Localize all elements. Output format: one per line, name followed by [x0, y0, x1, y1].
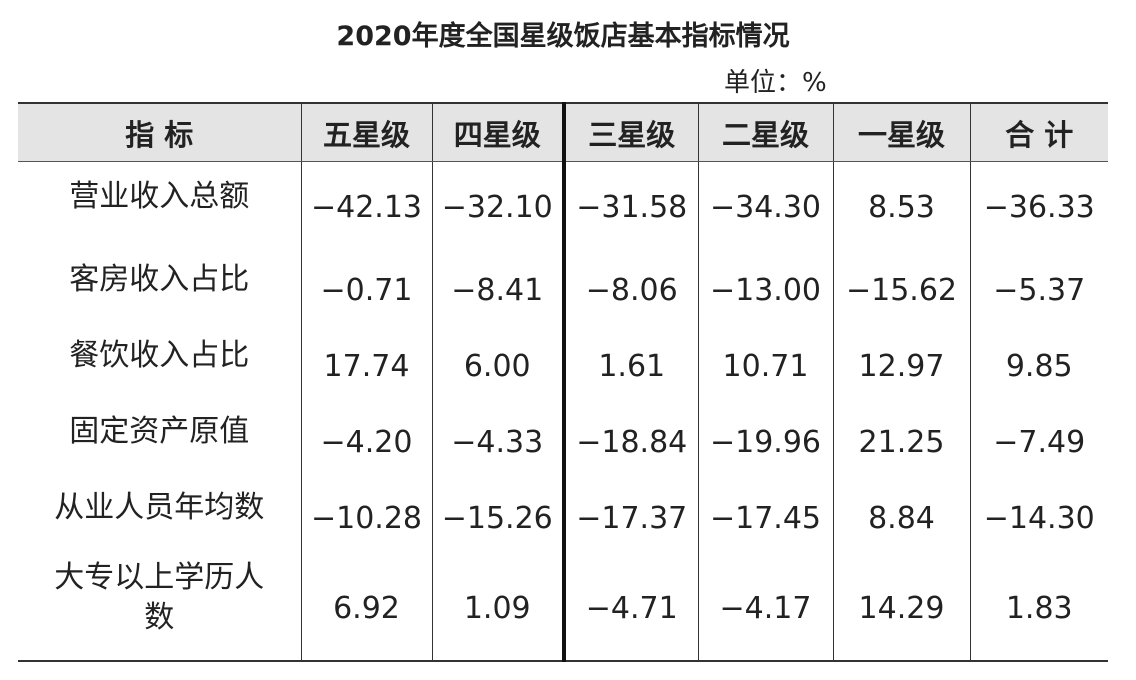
value-cell: −32.10 [431, 161, 565, 252]
value-cell: −0.71 [300, 252, 433, 328]
value-cell: 6.92 [300, 556, 433, 661]
header-cell: 二星级 [697, 103, 834, 162]
value-cell: −10.28 [300, 480, 433, 556]
value-cell: 21.25 [832, 404, 971, 480]
row-label-cell: 营业收入总额 [18, 161, 302, 252]
value-cell: −34.30 [697, 161, 834, 252]
value-cell: −15.26 [431, 480, 565, 556]
row-label-cell: 固定资产原值 [18, 404, 302, 480]
header-cell: 四星级 [431, 103, 565, 162]
value-cell: 1.61 [562, 328, 699, 404]
value-cell: 1.83 [969, 556, 1108, 661]
value-cell: −8.06 [562, 252, 699, 328]
header-cell: 五星级 [300, 103, 433, 162]
value-cell: 1.09 [431, 556, 565, 661]
value-cell: −36.33 [969, 161, 1108, 252]
value-cell: −13.00 [697, 252, 834, 328]
value-cell: −4.20 [300, 404, 433, 480]
value-cell: 6.00 [431, 328, 565, 404]
value-cell: −17.45 [697, 480, 834, 556]
row-label: 营业收入总额 [69, 179, 250, 214]
value-cell: −5.37 [969, 252, 1108, 328]
row-label: 固定资产原值 [69, 414, 250, 449]
table-row: 大专以上学历人数 6.92 1.09 −4.71 −4.17 14.29 1.83 [18, 556, 1108, 661]
value-cell: 9.85 [969, 328, 1108, 404]
value-cell: 10.71 [697, 328, 834, 404]
row-label: 大专以上学历人数 [54, 560, 265, 635]
table-row: 从业人员年均数 −10.28 −15.26 −17.37 −17.45 8.84 −14.3… [18, 480, 1108, 556]
row-label-cell: 客房收入占比 [18, 252, 302, 328]
value-cell: −18.84 [562, 404, 699, 480]
row-label-cell: 餐饮收入占比 [18, 328, 302, 404]
value-cell: −31.58 [562, 161, 699, 252]
header-cell: 合 计 [969, 103, 1108, 162]
row-label: 餐饮收入占比 [69, 338, 250, 373]
row-label-cell: 大专以上学历人数 [18, 556, 302, 661]
value-cell: −4.33 [431, 404, 565, 480]
table-head: 指 标五星级 四星级 三星级 二星级 一星级合 计 [18, 103, 1108, 162]
value-cell: −17.37 [562, 480, 699, 556]
unit-label: 单位：% [724, 68, 827, 98]
value-cell: −19.96 [697, 404, 834, 480]
table-row: 固定资产原值 −4.20 −4.33 −18.84 −19.96 21.25 −7.49 [18, 404, 1108, 480]
header-cell: 一星级 [832, 103, 971, 162]
row-label: 从业人员年均数 [54, 490, 265, 525]
value-cell: 14.29 [832, 556, 971, 661]
table-row: 营业收入总额 −42.13 −32.10 −31.58 −34.30 8.53 −36.33 [18, 161, 1108, 252]
value-cell: 17.74 [300, 328, 433, 404]
value-cell: −14.30 [969, 480, 1108, 556]
table-row: 客房收入占比 −0.71 −8.41 −8.06 −13.00 −15.62 −5.37 [18, 252, 1108, 328]
value-cell: −42.13 [300, 161, 433, 252]
value-cell: −7.49 [969, 404, 1108, 480]
value-cell: −15.62 [832, 252, 971, 328]
value-cell: −4.17 [697, 556, 834, 661]
header-row: 指 标五星级 四星级 三星级 二星级 一星级合 计 [18, 103, 1108, 162]
value-cell: 12.97 [832, 328, 971, 404]
row-label: 客房收入占比 [69, 262, 250, 297]
title: 2020年度全国星级饭店基本指标情况 [336, 21, 790, 52]
header-cell: 三星级 [562, 103, 699, 162]
table-body: 营业收入总额 −42.13 −32.10 −31.58 −34.30 8.53 −36.33… [18, 161, 1108, 661]
value-cell: −8.41 [431, 252, 565, 328]
value-cell: −4.71 [562, 556, 699, 661]
value-cell: 8.84 [832, 480, 971, 556]
table-row: 餐饮收入占比 17.74 6.00 1.61 10.71 12.97 9.85 [18, 328, 1108, 404]
row-label-cell: 从业人员年均数 [18, 480, 302, 556]
header-cell: 指 标 [18, 103, 302, 162]
value-cell: 8.53 [832, 161, 971, 252]
data-table: 指 标五星级 四星级 三星级 二星级 一星级合 计 营业收入总额 −42.13 −32.10… [18, 102, 1108, 662]
